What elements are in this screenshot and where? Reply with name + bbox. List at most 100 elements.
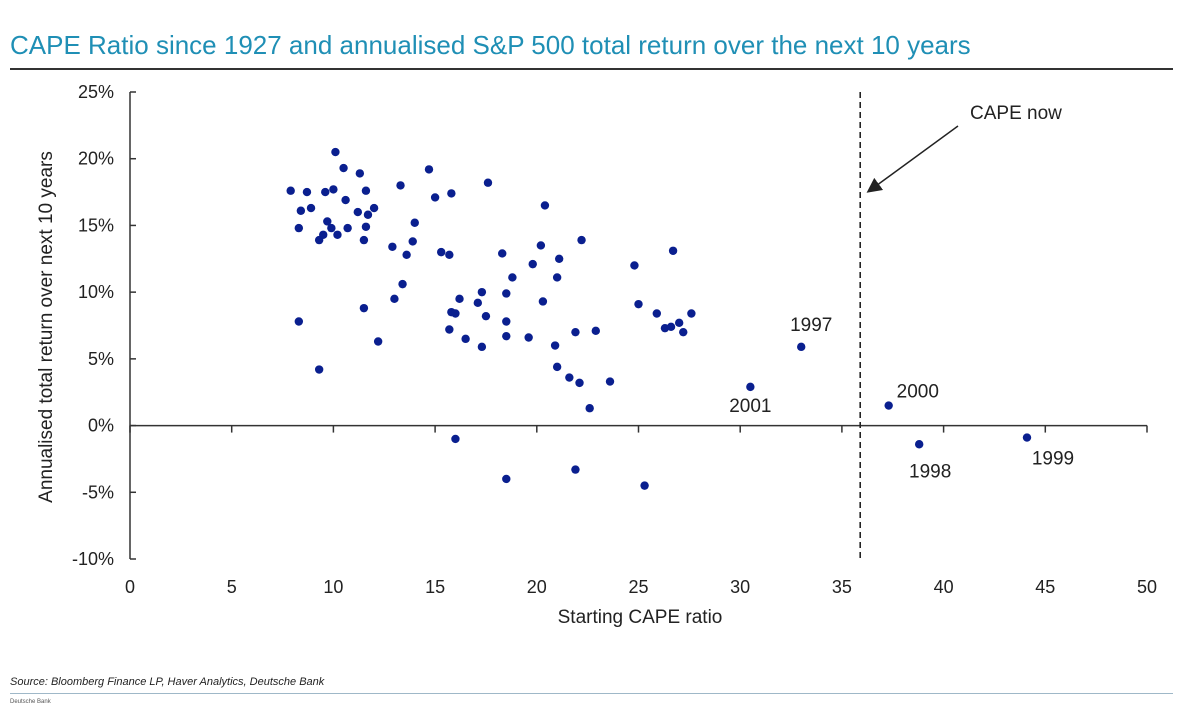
point-label-2000: 2000 (897, 382, 939, 403)
brand-label: Deutsche Bank (10, 699, 51, 705)
data-point (306, 203, 316, 213)
data-point (430, 193, 440, 202)
cape-now-arrow (866, 125, 959, 193)
data-point (554, 254, 564, 263)
data-point (668, 246, 678, 255)
point-label-1999: 1999 (1032, 449, 1074, 470)
data-point (538, 297, 548, 306)
data-point (437, 247, 446, 257)
data-point (552, 273, 562, 282)
x-tick-label: 30 (730, 577, 750, 597)
y-tick-label: 0% (88, 416, 114, 436)
point-label-1998: 1998 (909, 461, 951, 482)
data-point (508, 273, 517, 282)
data-point (353, 207, 363, 217)
data-point (666, 322, 676, 332)
x-tick-label: 0 (125, 577, 135, 597)
data-point (323, 217, 332, 226)
data-point (571, 465, 580, 474)
data-point (652, 309, 662, 318)
data-point (552, 362, 562, 372)
data-point (1022, 433, 1032, 442)
data-point (687, 309, 696, 318)
data-point (424, 165, 434, 174)
y-tick-label: -5% (82, 482, 114, 502)
data-point (329, 185, 338, 194)
data-point (640, 481, 649, 490)
source-note: Source: Bloomberg Finance LP, Haver Anal… (10, 676, 325, 688)
data-point (286, 186, 295, 195)
y-tick-label: 15% (78, 215, 114, 235)
data-point (402, 250, 411, 259)
data-point (630, 261, 639, 270)
data-point (498, 249, 507, 258)
y-tick-label: -10% (72, 549, 114, 569)
x-tick-label: 10 (323, 577, 343, 597)
data-point (388, 242, 397, 251)
chart-title: CAPE Ratio since 1927 and annualised S&P… (10, 30, 971, 60)
y-axis-title: Annualised total return over next 10 yea… (36, 151, 57, 503)
data-point (373, 337, 383, 346)
y-tick-label: 5% (88, 349, 114, 369)
x-tick-label: 15 (425, 577, 445, 597)
x-tick-label: 45 (1035, 577, 1055, 597)
data-point (302, 187, 312, 197)
x-tick-label: 35 (832, 577, 852, 597)
data-point (294, 317, 304, 326)
data-point (481, 311, 491, 321)
x-tick-label: 5 (227, 577, 237, 597)
data-point (359, 303, 369, 313)
data-point (447, 189, 456, 198)
data-point (327, 223, 336, 233)
data-point (355, 169, 365, 178)
x-axis-title: Starting CAPE ratio (558, 607, 723, 628)
y-tick-label: 10% (78, 282, 114, 302)
data-point (483, 178, 493, 187)
data-point (473, 298, 483, 308)
cape-now-label: CAPE now (970, 103, 1062, 124)
data-point (331, 147, 340, 157)
data-point (359, 235, 369, 245)
data-point (333, 230, 342, 239)
data-point (550, 341, 560, 350)
data-point (361, 222, 371, 231)
x-tick-label: 50 (1137, 577, 1157, 597)
data-point (502, 474, 511, 484)
data-point (577, 235, 586, 245)
data-point (575, 378, 584, 388)
data-point (502, 317, 511, 326)
data-point (461, 334, 470, 344)
data-point (536, 241, 546, 250)
data-point (296, 206, 306, 215)
y-tick-label: 20% (78, 149, 114, 169)
data-point (477, 342, 487, 352)
x-tick-label: 25 (628, 577, 648, 597)
point-label-1997: 1997 (790, 315, 832, 336)
data-point (746, 382, 755, 392)
footer-divider (10, 693, 1173, 694)
data-point (565, 373, 574, 382)
data-point (361, 186, 371, 195)
y-tick-label: 25% (78, 82, 114, 102)
data-point (319, 230, 328, 239)
data-point (343, 223, 352, 233)
data-point (339, 163, 348, 173)
data-point (634, 299, 643, 309)
data-point (502, 289, 511, 298)
point-label-2001: 2001 (729, 396, 771, 417)
data-point (396, 181, 405, 190)
data-point (445, 325, 454, 334)
data-point (314, 365, 324, 374)
data-point (605, 377, 615, 386)
data-point (884, 401, 893, 410)
data-point (363, 210, 373, 219)
data-point (455, 294, 464, 304)
data-point (451, 309, 460, 318)
data-point (679, 327, 688, 337)
data-point (571, 327, 580, 337)
data-point (914, 440, 924, 449)
data-point (477, 287, 487, 297)
data-point (410, 218, 419, 227)
data-point (451, 434, 460, 444)
